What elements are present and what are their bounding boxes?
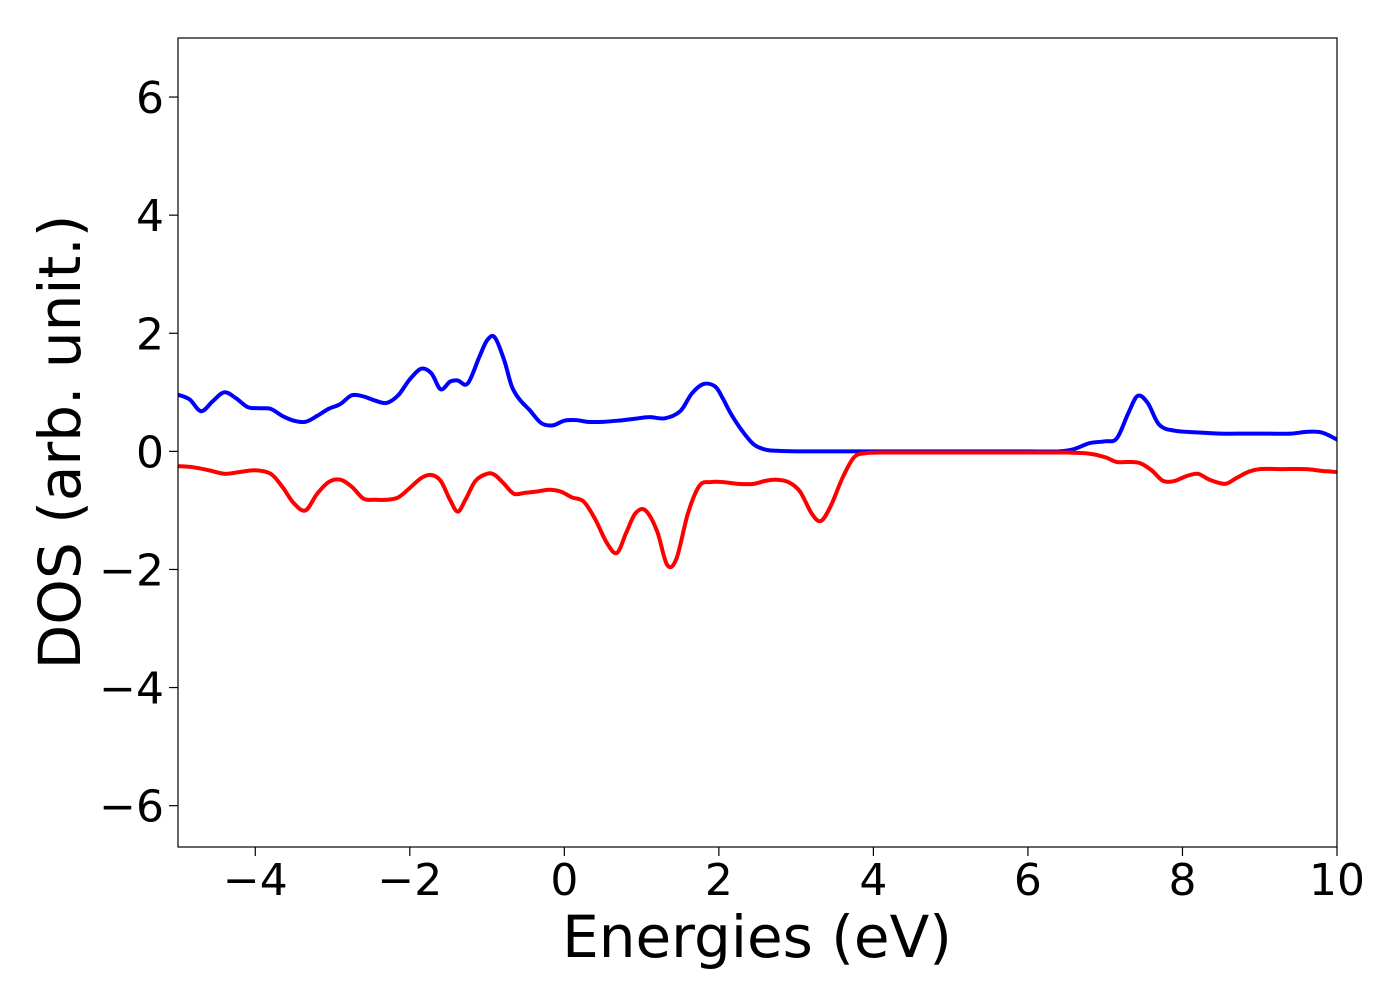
x-axis: −4 −2 0 2 4 6 8 10 xyxy=(223,847,1365,906)
x-tick-label: 6 xyxy=(1014,855,1042,906)
y-tick-label: 4 xyxy=(136,191,164,242)
x-tick-label: −2 xyxy=(377,855,442,906)
x-tick-label: −4 xyxy=(223,855,288,906)
x-tick-label: 2 xyxy=(705,855,733,906)
y-tick-label: 2 xyxy=(136,309,164,360)
y-axis-label: DOS (arb. unit.) xyxy=(26,215,94,670)
y-tick-label: −6 xyxy=(99,782,164,833)
plot-frame xyxy=(177,37,1338,848)
x-axis-label: Energies (eV) xyxy=(562,903,952,971)
y-axis: −6 −4 −2 0 2 4 6 xyxy=(99,73,178,833)
series-layer xyxy=(178,334,1337,570)
series-line-2 xyxy=(178,450,1337,570)
x-tick-label: 0 xyxy=(550,855,578,906)
x-tick-label: 8 xyxy=(1168,855,1196,906)
y-tick-label: −4 xyxy=(99,664,164,715)
y-tick-label: 0 xyxy=(136,427,164,478)
y-tick-label: 6 xyxy=(136,73,164,124)
x-tick-label: 4 xyxy=(859,855,887,906)
y-tick-label: −2 xyxy=(99,545,164,596)
series-line-1 xyxy=(178,334,1337,454)
x-tick-label: 10 xyxy=(1309,855,1365,906)
